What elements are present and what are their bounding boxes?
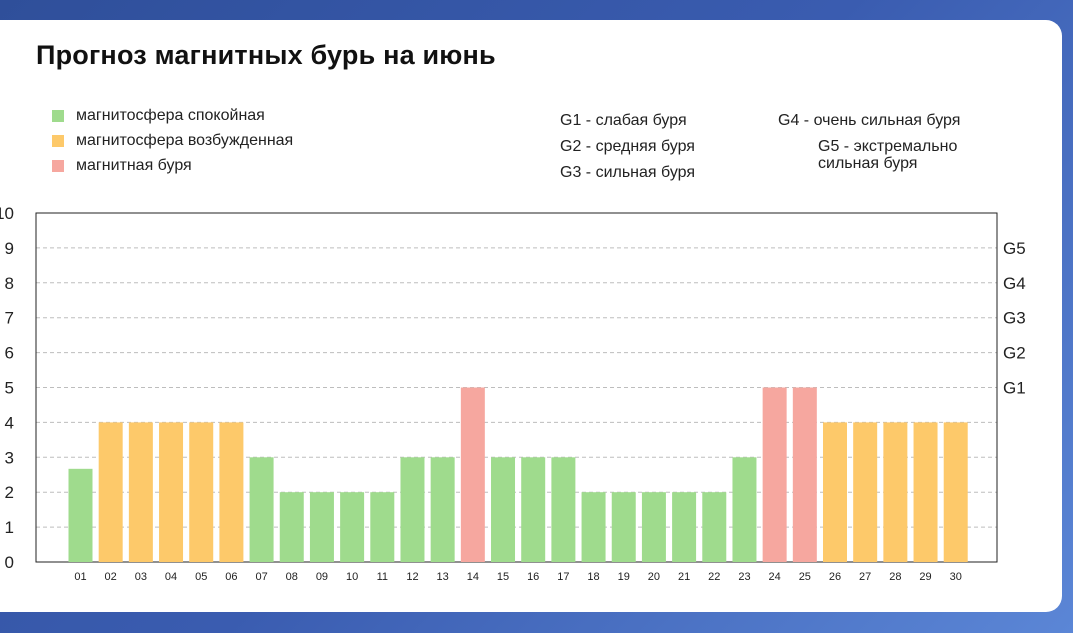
bar-day-09: [309, 492, 334, 562]
bar-day-25: [792, 387, 817, 562]
y-tick-label: 3: [5, 448, 14, 467]
x-tick-label: 18: [587, 571, 599, 583]
g5-description-line-1: G5 - экстремально: [818, 138, 958, 155]
bar-day-13: [430, 457, 455, 562]
legend-item-excited: магнитосфера возбужденная: [52, 128, 293, 153]
bar-day-15: [491, 457, 516, 562]
bar-day-26: [823, 422, 847, 562]
g4-description: G4 - очень сильная буря: [778, 112, 961, 129]
x-tick-label: 26: [829, 571, 841, 583]
legend-swatch-calm: [52, 109, 64, 122]
legend-label-calm: магнитосфера спокойная: [76, 106, 265, 124]
legend-item-storm: магнитная буря: [52, 153, 293, 178]
x-tick-label: 14: [467, 571, 479, 583]
x-tick-label: 16: [527, 571, 539, 583]
x-tick-label: 08: [286, 571, 298, 583]
x-tick-label: 10: [346, 571, 358, 583]
y-tick-label: 6: [5, 344, 14, 363]
bar-day-21: [672, 492, 697, 562]
right-axis-label-g4: G4: [1003, 274, 1026, 293]
y-tick-label: 0: [5, 553, 14, 572]
x-tick-label: 23: [738, 571, 750, 583]
x-tick-label: 05: [195, 571, 207, 583]
right-axis-label-g3: G3: [1003, 309, 1026, 328]
bar-day-03: [128, 422, 153, 562]
bar-day-29: [913, 422, 938, 562]
x-tick-label: 21: [678, 571, 690, 583]
g5-description-line-2: сильная буря: [818, 155, 918, 172]
g2-description: G2 - средняя буря: [560, 138, 695, 155]
bar-day-17: [551, 457, 576, 562]
chart-title: Прогноз магнитных бурь на июнь: [36, 40, 496, 70]
y-tick-label: 10: [0, 204, 14, 223]
y-tick-label: 1: [5, 518, 14, 537]
bar-day-14: [460, 387, 485, 562]
y-tick-label: 2: [5, 483, 14, 502]
x-tick-label: 03: [135, 571, 147, 583]
x-tick-label: 28: [889, 571, 901, 583]
bar-day-06: [219, 422, 244, 562]
right-axis-label-g5: G5: [1003, 239, 1026, 258]
right-axis-label-g2: G2: [1003, 344, 1026, 363]
bar-day-01: [68, 468, 93, 562]
y-tick-label: 8: [5, 274, 14, 293]
g5-description: G5 - экстремально сильная буря: [778, 138, 960, 172]
x-tick-label: 17: [557, 571, 569, 583]
g1-description: G1 - слабая буря: [560, 112, 687, 129]
plot-frame: [35, 212, 998, 563]
bar-day-11: [370, 492, 395, 562]
y-tick-label: 9: [5, 239, 14, 258]
legend-label-excited: магнитосфера возбужденная: [76, 131, 294, 149]
x-tick-label: 02: [105, 571, 117, 583]
y-tick-label: 5: [5, 379, 14, 398]
y-tick-label: 4: [5, 413, 14, 432]
bar-day-18: [581, 492, 606, 562]
x-tick-label: 22: [708, 571, 720, 583]
y-tick-label: 7: [5, 309, 14, 328]
x-tick-label: 20: [648, 571, 660, 583]
bar-day-27: [853, 422, 878, 562]
bar-day-02: [98, 422, 123, 562]
x-tick-label: 27: [859, 571, 871, 583]
x-tick-label: 09: [316, 571, 328, 583]
x-tick-label: 06: [225, 571, 237, 583]
x-tick-label: 24: [769, 571, 781, 583]
x-tick-label: 01: [74, 571, 86, 583]
g-scale-column-2: G4 - очень сильная буря G5 - экстремальн…: [778, 108, 960, 172]
x-tick-label: 13: [437, 571, 449, 583]
x-tick-label: 19: [618, 571, 630, 583]
legend-swatch-storm: [52, 159, 64, 172]
x-tick-label: 04: [165, 571, 177, 583]
g-scale-column-1: G1 - слабая буря G2 - средняя буря G3 - …: [560, 108, 695, 186]
g3-description: G3 - сильная буря: [560, 164, 696, 181]
bar-day-19: [611, 492, 636, 562]
bar-day-08: [279, 492, 304, 562]
legend-label-storm: магнитная буря: [76, 156, 192, 174]
legend-swatch-excited: [52, 134, 64, 147]
x-tick-label: 07: [255, 571, 267, 583]
bar-day-30: [943, 422, 968, 562]
bar-day-10: [340, 492, 365, 562]
bar-day-12: [400, 457, 425, 562]
legend-item-calm: магнитосфера спокойная: [52, 103, 293, 128]
bar-day-16: [521, 457, 546, 562]
x-tick-label: 29: [919, 571, 931, 583]
legend: магнитосфера спокойная магнитосфера возб…: [52, 103, 293, 178]
x-tick-label: 30: [950, 571, 962, 583]
x-tick-label: 11: [377, 571, 388, 583]
x-tick-label: 15: [497, 571, 509, 583]
bar-day-22: [702, 492, 727, 562]
right-axis-label-g1: G1: [1003, 379, 1026, 398]
bar-day-04: [159, 422, 184, 562]
x-tick-label: 12: [406, 571, 418, 583]
bar-day-23: [732, 457, 757, 562]
bar-day-24: [762, 387, 787, 562]
bar-day-28: [883, 422, 908, 562]
x-tick-label: 25: [799, 571, 811, 583]
bar-day-05: [189, 422, 214, 562]
bar-day-20: [641, 492, 666, 562]
bar-day-07: [249, 457, 274, 562]
